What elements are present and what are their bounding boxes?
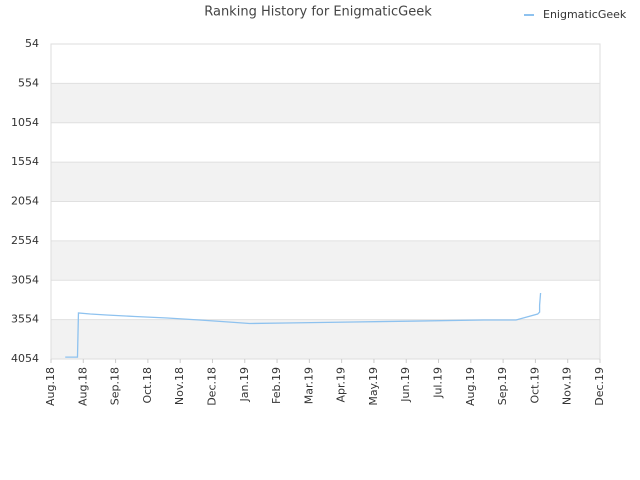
x-tick-label: Feb.19 <box>270 367 283 404</box>
grid-band <box>51 240 600 281</box>
x-tick-label: Sep.18 <box>109 367 122 405</box>
x-tick-label: Nov.18 <box>173 367 186 405</box>
x-tick-label: Jul.19 <box>432 367 445 399</box>
y-tick-label: 554 <box>18 76 39 89</box>
y-tick-label: 2054 <box>11 195 39 208</box>
legend-label: EnigmaticGeek <box>543 8 627 21</box>
x-tick-label: Sep.19 <box>496 367 509 405</box>
x-tick-label: Mar.19 <box>302 367 315 404</box>
y-tick-label: 4054 <box>11 352 39 365</box>
x-tick-label: May.19 <box>367 367 380 406</box>
y-tick-label: 1554 <box>11 155 39 168</box>
x-tick-label: Aug.19 <box>464 367 477 406</box>
x-tick-label: Dec.18 <box>205 367 218 406</box>
x-tick-label: Jan.19 <box>238 367 251 402</box>
y-tick-label: 54 <box>25 37 39 50</box>
y-tick-label: 3554 <box>11 313 39 326</box>
chart-title: Ranking History for EnigmaticGeek <box>204 5 432 20</box>
y-tick-label: 2554 <box>11 234 39 247</box>
x-tick-label: Apr.19 <box>335 367 348 403</box>
x-tick-label: Dec.19 <box>593 367 606 406</box>
x-tick-label: Aug.18 <box>76 367 89 406</box>
x-tick-label: Aug.18 <box>44 367 57 406</box>
x-tick-label: Jun.19 <box>399 367 412 403</box>
grid-band <box>51 162 600 202</box>
x-tick-label: Oct.19 <box>528 367 541 404</box>
plot-frame <box>50 43 601 360</box>
y-tick-label: 3054 <box>11 273 39 286</box>
x-tick-label: Oct.18 <box>141 367 154 404</box>
grid-band <box>51 319 600 359</box>
grid-band <box>51 83 600 123</box>
series-line <box>65 292 542 358</box>
y-tick-label: 1054 <box>11 116 39 129</box>
x-tick-label: Nov.19 <box>561 367 574 405</box>
